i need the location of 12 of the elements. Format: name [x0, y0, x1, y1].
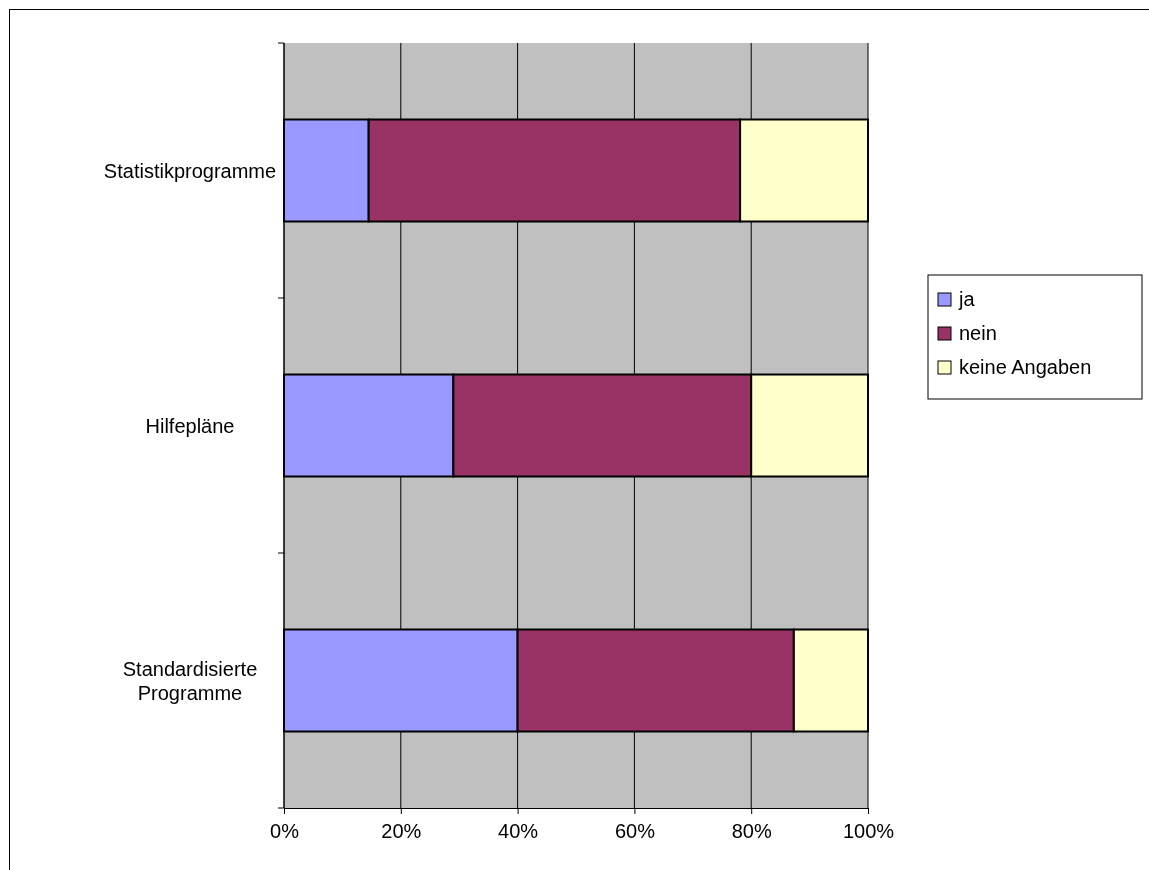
x-tick-label: 100% — [842, 820, 895, 843]
x-tick-label: 40% — [498, 820, 539, 843]
x-tick-label: 20% — [381, 820, 422, 843]
y-tick-label: Hilfepläne — [145, 414, 235, 437]
legend-label: keine Angaben — [959, 356, 1092, 378]
legend-label: ja — [958, 288, 976, 310]
y-tick-label: Statistikprogramme — [103, 159, 277, 182]
x-tick-label: 0% — [270, 820, 300, 843]
x-tick-label: 60% — [614, 820, 656, 843]
x-tick-label: 80% — [731, 820, 772, 843]
legend-label: nein — [959, 322, 997, 344]
y-tick-label: Standardisierte Programme — [122, 657, 258, 704]
